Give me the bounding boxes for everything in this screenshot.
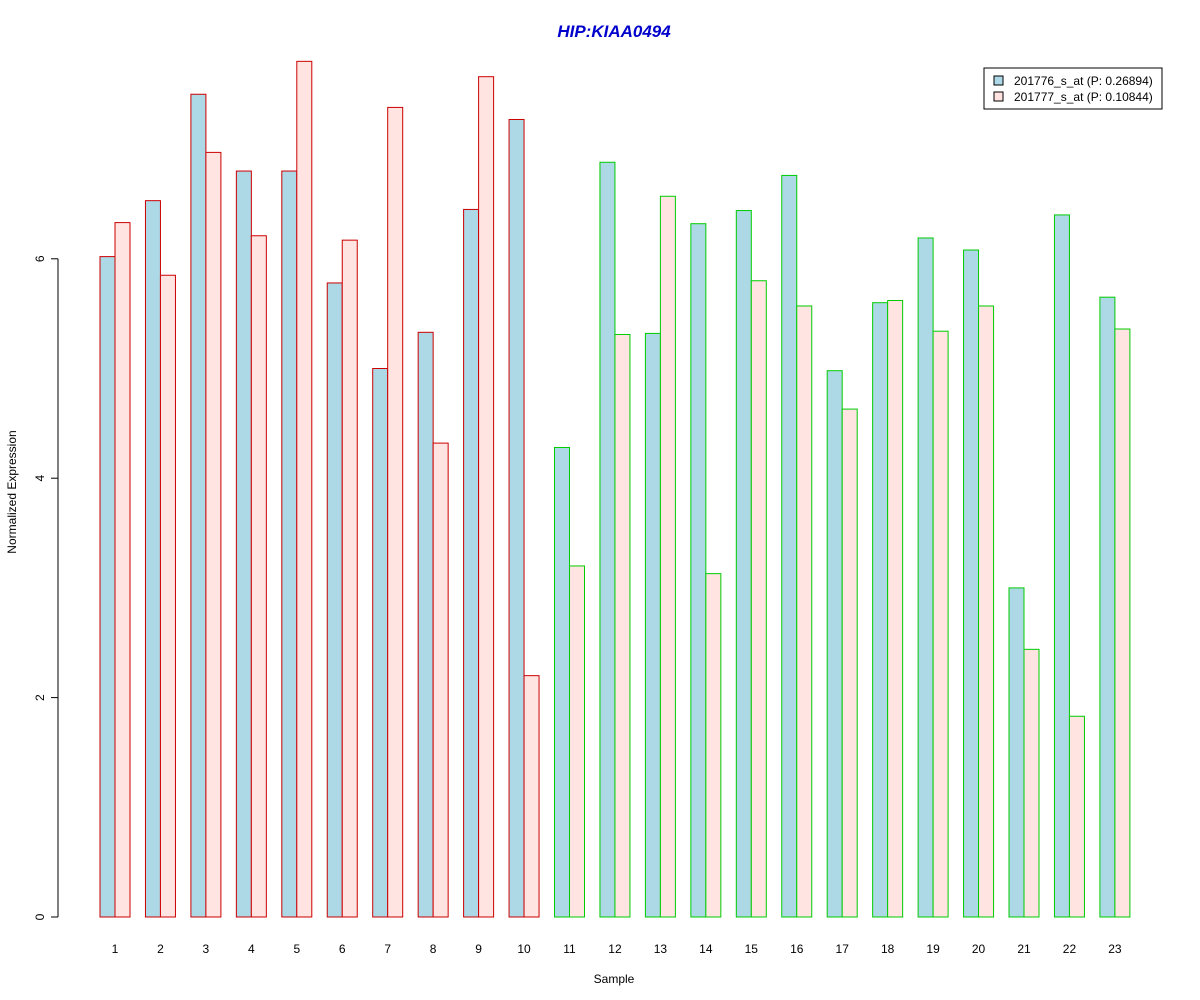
bar-s1-sample-16 [781,174,798,918]
x-tick-label: 22 [1063,942,1077,956]
x-tick-label: 4 [248,942,255,956]
bar-s2-sample-17 [841,408,858,918]
bar-s2-sample-16 [796,305,813,918]
bar-s2-sample-13 [659,195,676,918]
x-tick-label: 3 [203,942,210,956]
bar-s2-sample-21 [1023,648,1040,918]
bar-s1-sample-8 [417,331,434,918]
x-tick-label: 20 [972,942,986,956]
x-tick-labels: 1 2 3 4 5 6 7 8 9 10 11 12 13 14 15 16 17 18 19 20 21 22 23 [112,942,1122,956]
legend-label-series-1: 201776_s_at (P: 0.26894) [1014,74,1153,88]
bar-s2-sample-4 [250,235,267,918]
bar-s1-sample-23 [1099,296,1116,918]
bar-s2-sample-23 [1114,328,1131,918]
bar-s1-sample-2 [144,200,161,918]
bar-s1-sample-10 [508,118,525,918]
bar-s2-sample-1 [114,222,131,918]
y-tick-label: 4 [33,475,47,482]
legend: 201776_s_at (P: 0.26894) 201777_s_at (P:… [983,67,1163,110]
legend-box [983,67,1163,110]
y-tick-label: 2 [33,694,47,701]
y-tick-label: 6 [33,255,47,262]
x-tick-label: 10 [517,942,531,956]
bar-s2-sample-8 [432,442,449,918]
bar-s2-sample-7 [387,106,404,918]
bar-s2-sample-20 [978,305,995,918]
bar-s1-sample-13 [644,332,661,918]
bar-s2-sample-11 [569,565,585,918]
bar-s1-sample-6 [326,282,343,918]
bar-s1-sample-21 [1008,587,1025,918]
bar-s1-sample-14 [690,223,707,918]
legend-swatch-series-1 [993,75,1004,86]
x-tick-label: 13 [654,942,668,956]
x-tick-label: 1 [112,942,119,956]
bar-s2-sample-15 [750,280,767,918]
bar-s1-sample-5 [281,170,298,918]
bar-s1-sample-4 [235,170,252,918]
x-tick-label: 12 [608,942,622,956]
bar-s1-sample-18 [872,302,889,918]
bar-s1-sample-19 [917,237,934,918]
bar-s2-sample-5 [296,60,313,918]
bar-s2-sample-14 [705,573,722,918]
bar-s2-sample-6 [341,239,358,918]
bar-s1-sample-11 [554,446,570,918]
bar-s2-sample-3 [205,151,222,918]
x-tick-label: 18 [881,942,895,956]
bar-s1-sample-17 [826,370,843,918]
x-tick-label: 19 [926,942,940,956]
bar-s1-sample-1 [99,256,116,918]
bar-s2-sample-2 [159,274,176,918]
bar-s2-sample-12 [614,333,631,918]
x-tick-label: 5 [293,942,300,956]
bar-s1-sample-22 [1053,214,1070,918]
bar-s2-sample-22 [1068,715,1085,918]
chart-title: HIP:KIAA0494 [557,22,671,41]
bar-s1-sample-20 [963,249,980,918]
bar-s2-sample-10 [523,675,540,918]
y-tick-label: 0 [33,913,47,920]
x-axis-title: Sample [594,972,635,986]
bar-s1-sample-15 [735,210,752,918]
legend-label-series-2: 201777_s_at (P: 0.10844) [1014,90,1153,104]
bar-s1-sample-12 [599,161,616,918]
x-tick-label: 14 [699,942,713,956]
x-tick-label: 15 [745,942,759,956]
bar-s1-sample-7 [372,368,389,918]
legend-swatch-series-2 [993,91,1004,102]
x-tick-label: 6 [339,942,346,956]
y-axis: 0 2 4 6 [33,255,59,920]
x-tick-label: 23 [1108,942,1122,956]
y-axis-title: Normalized Expression [5,430,19,553]
bar-series-group [99,60,1131,918]
bar-s2-sample-9 [478,76,495,918]
x-tick-label: 2 [157,942,164,956]
x-tick-label: 9 [475,942,482,956]
bar-s1-sample-3 [190,93,207,918]
x-tick-label: 7 [384,942,391,956]
bar-s1-sample-9 [463,208,480,918]
x-tick-label: 11 [563,942,576,956]
bar-s2-sample-18 [887,299,904,918]
x-tick-label: 17 [836,942,850,956]
bar-s2-sample-19 [932,330,949,918]
x-tick-label: 8 [430,942,437,956]
x-tick-label: 21 [1017,942,1031,956]
x-tick-label: 16 [790,942,804,956]
